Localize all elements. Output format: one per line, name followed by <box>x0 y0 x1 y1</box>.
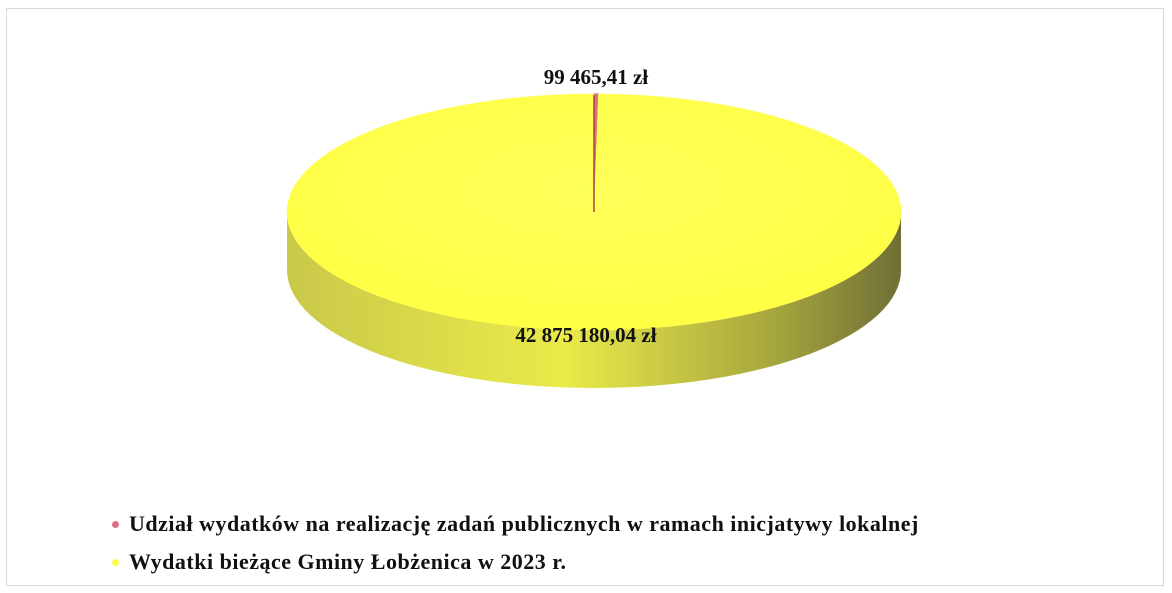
legend-label: Udział wydatków na realizację zadań publ… <box>129 511 919 536</box>
legend-swatch-yellow <box>112 558 119 566</box>
data-label-large-slice: 42 875 180,04 zł <box>515 323 656 347</box>
legend-item: Udział wydatków na realizację zadań publ… <box>112 505 919 543</box>
chart-frame <box>6 8 1164 586</box>
legend-item: Wydatki bieżące Gminy Łobżenica w 2023 r… <box>112 543 919 581</box>
pie-chart: 99 465,41 zł 42 875 180,04 zł <box>286 65 902 388</box>
legend-label: Wydatki bieżące Gminy Łobżenica w 2023 r… <box>129 549 567 574</box>
legend-swatch-pink <box>112 520 119 528</box>
data-label-small-slice: 99 465,41 zł <box>544 65 649 89</box>
pie-side-wall <box>287 212 901 388</box>
chart-legend: Udział wydatków na realizację zadań publ… <box>112 505 919 581</box>
